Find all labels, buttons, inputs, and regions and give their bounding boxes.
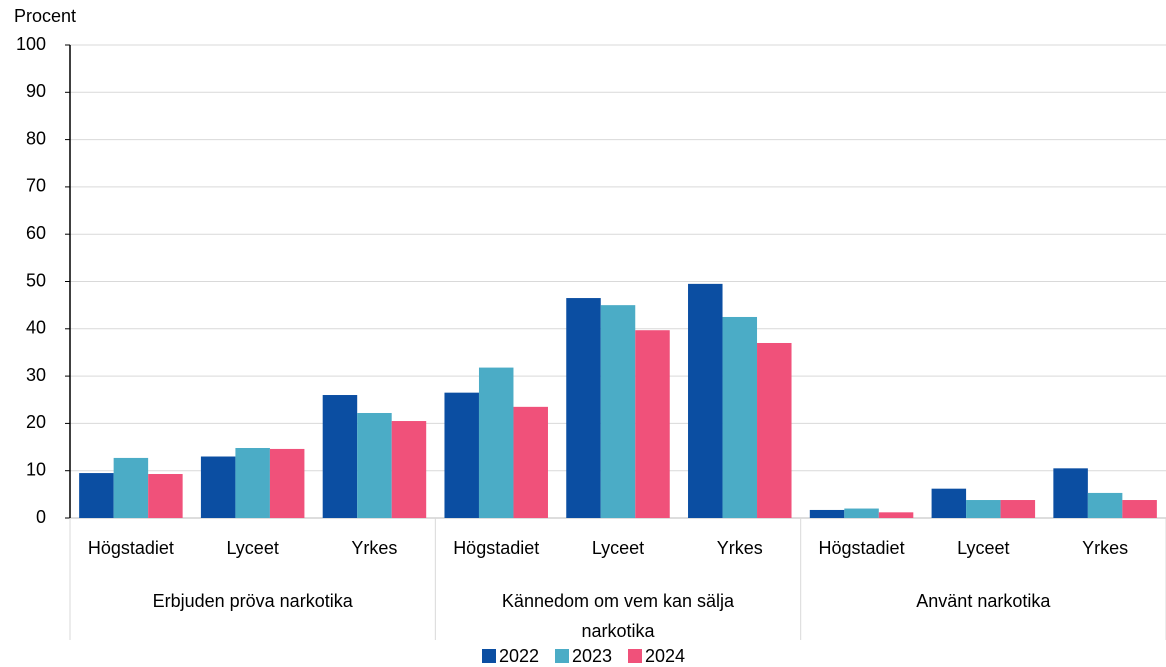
bar (235, 447, 270, 518)
bar (722, 316, 758, 518)
y-tick-label: 40 (26, 318, 46, 338)
bar (1000, 500, 1036, 518)
bar (1087, 492, 1123, 518)
bar (1122, 500, 1157, 518)
y-tick-label: 30 (26, 365, 46, 385)
y-tick-label: 90 (26, 81, 46, 101)
bar (513, 406, 548, 518)
bar (79, 473, 114, 518)
bar (688, 283, 723, 518)
x-tick-label: Lyceet (957, 538, 1009, 558)
y-tick-label: 50 (26, 270, 46, 290)
y-axis-title: Procent (14, 6, 76, 26)
legend-label: 2024 (645, 646, 685, 666)
bar (566, 298, 601, 518)
bar (200, 456, 236, 518)
y-tick-label: 80 (26, 128, 46, 148)
legend-swatch (482, 649, 496, 663)
x-tick-label: Högstadiet (453, 538, 539, 558)
bar (635, 330, 670, 518)
y-tick-label: 10 (26, 459, 46, 479)
y-tick-label: 0 (36, 507, 46, 527)
y-tick-label: 20 (26, 412, 46, 432)
bar (878, 512, 914, 518)
bar (113, 457, 149, 518)
group-label: Kännedom om vem kan sälja narkotika (501, 591, 735, 641)
y-tick-label: 70 (26, 176, 46, 196)
y-tick-label: 100 (16, 34, 46, 54)
group-label: Erbjuden pröva narkotika (152, 591, 353, 611)
bar (444, 392, 479, 518)
bar (931, 488, 967, 518)
x-tick-label: Lyceet (592, 538, 644, 558)
x-tick-label: Yrkes (351, 538, 397, 558)
bar (322, 395, 358, 518)
x-tick-label: Högstadiet (819, 538, 905, 558)
bar (600, 305, 636, 518)
x-tick-label: Lyceet (226, 538, 278, 558)
bar (966, 500, 1001, 518)
legend-swatch (555, 649, 569, 663)
bar (844, 508, 879, 518)
x-tick-label: Högstadiet (88, 538, 174, 558)
legend-label: 2023 (572, 646, 612, 666)
bar (478, 367, 514, 518)
group-label: Använt narkotika (916, 591, 1051, 611)
bar (391, 421, 427, 518)
legend-label: 2022 (499, 646, 539, 666)
bar (1053, 468, 1088, 518)
legend-swatch (628, 649, 642, 663)
bar (357, 412, 392, 518)
bar (757, 342, 792, 518)
x-tick-label: Yrkes (717, 538, 763, 558)
bar (148, 474, 183, 518)
bar (809, 509, 845, 518)
y-tick-label: 60 (26, 223, 46, 243)
bar (269, 448, 305, 518)
x-tick-label: Yrkes (1082, 538, 1128, 558)
